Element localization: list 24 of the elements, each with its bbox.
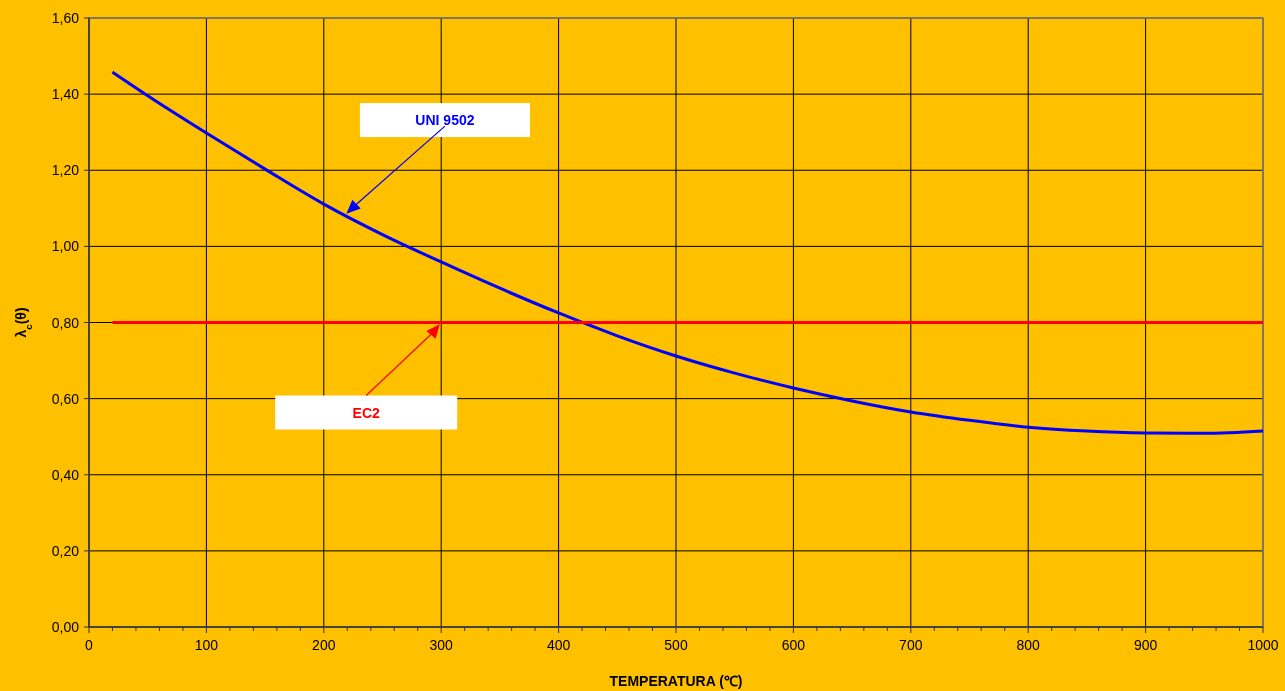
y-tick-label: 0,20 <box>51 542 80 559</box>
x-tick-label: 400 <box>546 637 571 653</box>
y-tick-label: 0,60 <box>51 390 80 407</box>
y-tick-label: 0,80 <box>51 314 80 331</box>
y-tick-label: 1,00 <box>51 238 80 255</box>
x-tick-label: 100 <box>194 637 219 653</box>
x-tick-label: 200 <box>312 637 336 653</box>
x-tick-label: 300 <box>429 637 454 653</box>
x-tick-label: 0 <box>85 637 94 653</box>
y-tick-label: 1,60 <box>51 10 80 26</box>
x-axis-title: TEMPERATURA (℃) <box>609 673 743 689</box>
text: EC2 <box>352 404 381 421</box>
y-tick-label: 0,40 <box>51 466 80 483</box>
x-tick-label: 600 <box>781 637 806 653</box>
y-tick-label: 0,00 <box>51 619 80 635</box>
line-series <box>110 70 1265 435</box>
text: UNI 9502 <box>415 112 475 129</box>
x-tick-label: 500 <box>664 637 688 653</box>
x-tick-label: 900 <box>1133 637 1158 653</box>
x-tick-label: 800 <box>1016 637 1041 653</box>
y-tick-label: 1,40 <box>51 86 80 103</box>
x-tick-label: 700 <box>899 637 923 653</box>
y-tick-label: 1,20 <box>51 162 80 179</box>
x-tick-label: 1000 <box>1247 637 1279 653</box>
